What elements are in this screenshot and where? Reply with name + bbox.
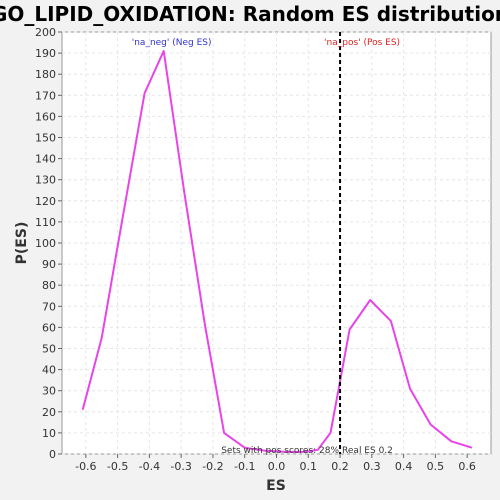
y-tick-label: 90 [42, 258, 56, 271]
y-tick-label: 50 [42, 343, 56, 356]
y-tick-label: 40 [42, 364, 56, 377]
chart-title: GO_LIPID_OXIDATION: Random ES distributi… [0, 2, 500, 26]
x-tick-label: -0.2 [202, 460, 223, 473]
x-tick-label: -0.3 [170, 460, 191, 473]
y-tick-label: 70 [42, 300, 56, 313]
y-tick-label: 160 [35, 110, 56, 123]
y-tick-label: 180 [35, 68, 56, 81]
x-tick-label: 0.2 [331, 460, 349, 473]
y-tick-label: 120 [35, 195, 56, 208]
x-tick-label: 0.1 [300, 460, 318, 473]
y-tick-label: 190 [35, 47, 56, 60]
x-tick-label: 0.6 [458, 460, 476, 473]
y-tick-label: 0 [49, 448, 56, 461]
y-tick-label: 30 [42, 385, 56, 398]
y-tick-label: 130 [35, 174, 56, 187]
y-tick-label: 100 [35, 237, 56, 250]
y-tick-label: 20 [42, 406, 56, 419]
y-tick-label: 80 [42, 279, 56, 292]
x-tick-label: 0.3 [363, 460, 381, 473]
y-tick-label: 170 [35, 89, 56, 102]
annotation-pos-scores: Sets with pos scores: 28% [221, 446, 339, 456]
y-tick-label: 200 [35, 26, 56, 39]
annotation-neg-es: 'na_neg' (Neg ES) [132, 38, 212, 48]
y-tick-label: 140 [35, 153, 56, 166]
y-tick-label: 60 [42, 321, 56, 334]
annotation-pos-es: 'na_pos' (Pos ES) [324, 38, 400, 48]
y-tick-label: 150 [35, 132, 56, 145]
y-axis-ticks: 0 10 20 30 40 50 60 70 80 90 100 110 120 130 140 150 160… [35, 26, 62, 461]
series-layer [81, 50, 473, 453]
x-tick-label: -0.4 [139, 460, 160, 473]
annotation-real-es: Real ES 0.2 [342, 446, 393, 456]
y-tick-label: 110 [35, 216, 56, 229]
x-tick-label: 0.5 [427, 460, 445, 473]
x-axis-ticks: -0.6 -0.5 -0.4 -0.3 -0.2 -0.1 0.0 0.1 0.2 0.3 0.4 0… [75, 454, 476, 473]
x-tick-label: -0.5 [107, 460, 128, 473]
y-axis-label: P(ES) [14, 222, 30, 265]
x-tick-label: -0.6 [75, 460, 96, 473]
x-tick-label: 0.0 [268, 460, 286, 473]
y-tick-label: 10 [42, 427, 56, 440]
x-axis-label: ES [266, 478, 286, 494]
annotations: 'na_neg' (Neg ES) 'na_pos' (Pos ES) Sets… [132, 38, 400, 456]
es-distribution-line [81, 50, 473, 453]
x-tick-label: 0.4 [395, 460, 413, 473]
x-tick-label: -0.1 [234, 460, 255, 473]
